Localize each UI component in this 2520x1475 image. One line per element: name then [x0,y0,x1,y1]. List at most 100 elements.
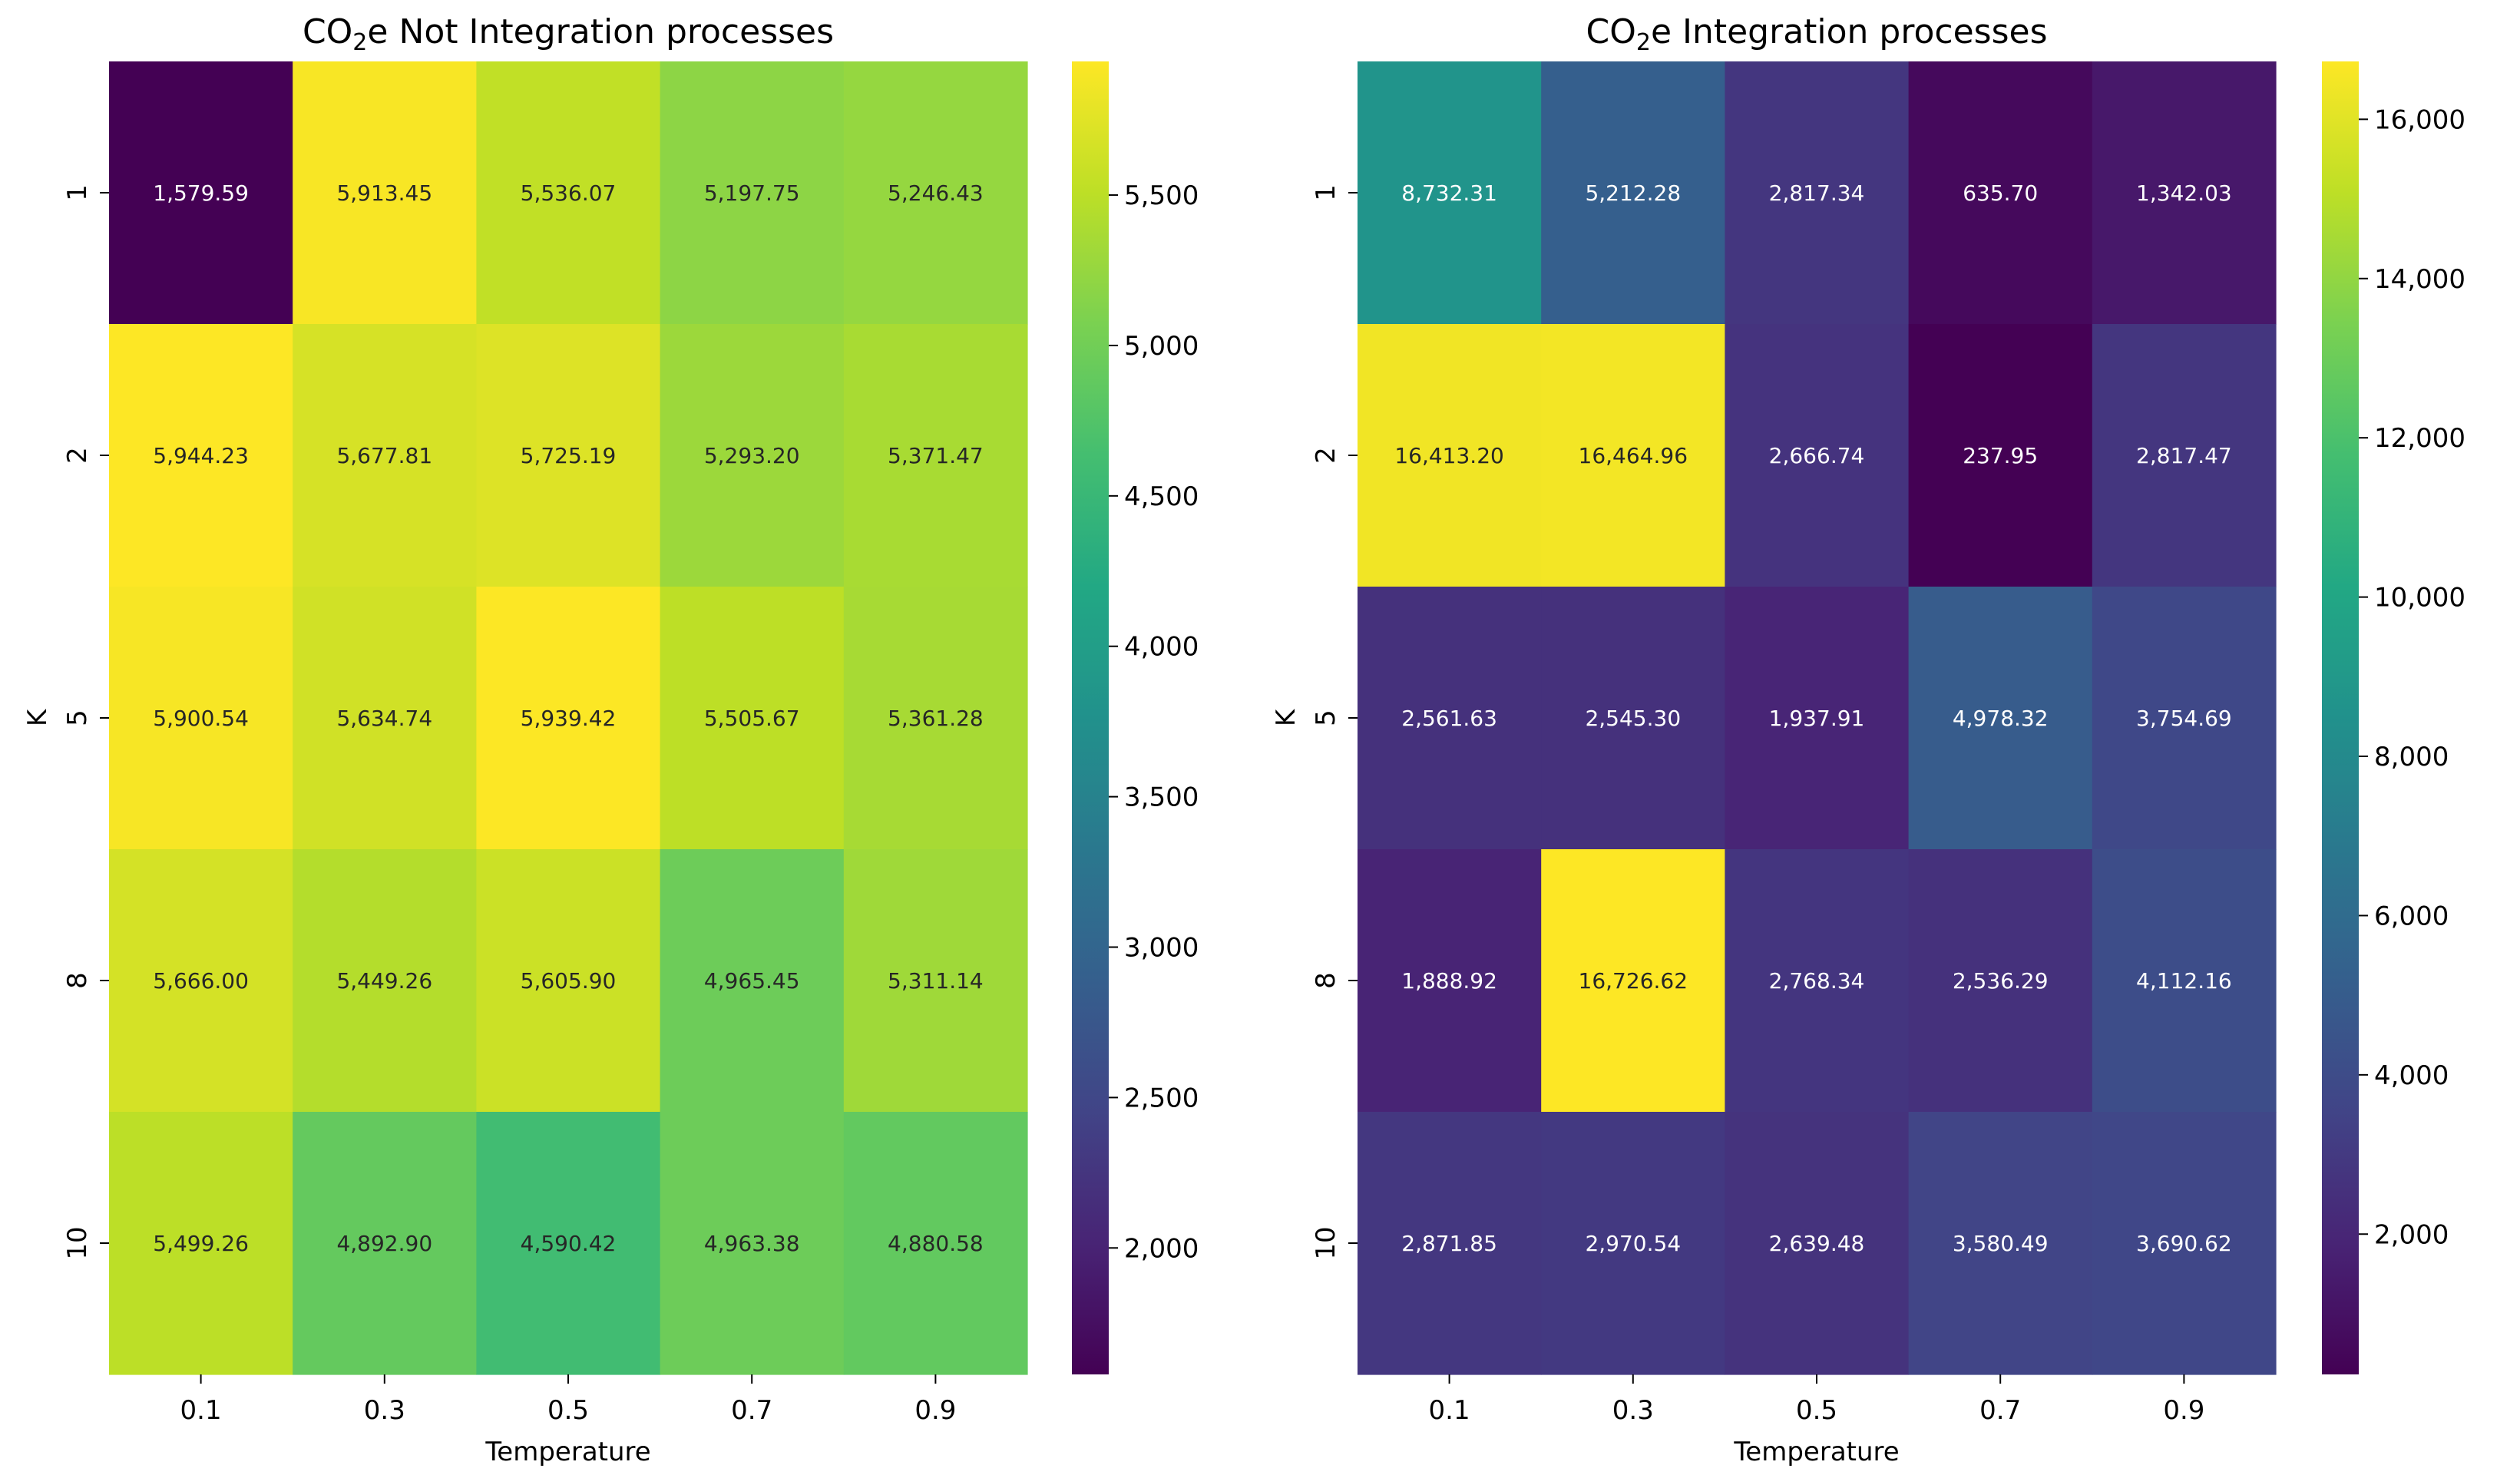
heatmap-cell [1358,1112,1542,1375]
heatmap-cell [293,324,477,587]
heatmap-cell [660,587,845,850]
colorbar-tick-label: 2,500 [1124,1083,1199,1113]
y-tick-label: 8 [1311,972,1341,989]
cell-value-label: 16,413.20 [1394,443,1504,468]
cell-value-label: 5,311.14 [888,968,984,994]
y-axis-label: K [22,708,53,726]
heatmap-cell [109,61,293,325]
colorbar-tick-label: 2,000 [1124,1233,1199,1264]
heatmap-cell [2092,587,2277,850]
cell-value-label: 3,690.62 [2136,1231,2232,1256]
cell-value-label: 5,944.23 [153,443,249,468]
colorbar [1072,61,1109,1374]
cell-value-label: 4,590.42 [521,1231,617,1256]
cell-value-label: 4,892.90 [336,1231,432,1256]
cell-value-label: 3,754.69 [2136,706,2232,731]
heatmap-cell [843,1112,1028,1375]
cell-value-label: 237.95 [1963,443,2038,468]
heatmap-cell [109,587,293,850]
heatmap-cell [1541,849,1725,1113]
cell-value-label: 5,361.28 [888,706,984,731]
cell-value-label: 5,293.20 [704,443,800,468]
heatmap-cell [843,849,1028,1113]
cell-value-label: 5,939.42 [521,706,617,731]
x-tick-label: 0.3 [1612,1395,1654,1426]
colorbar [2322,61,2359,1374]
cell-value-label: 1,888.92 [1401,968,1497,994]
heatmap-cell [1725,849,1910,1113]
y-tick-label: 10 [1311,1226,1341,1259]
cell-value-label: 2,871.85 [1401,1231,1497,1256]
heatmap-cell [843,587,1028,850]
x-tick-label: 0.1 [180,1395,222,1426]
y-tick-label: 10 [62,1226,93,1259]
y-tick-label: 1 [62,184,93,201]
x-tick-label: 0.7 [1979,1395,2021,1426]
x-tick-label: 0.9 [2163,1395,2204,1426]
heatmap-cell [476,61,661,325]
cell-value-label: 1,342.03 [2136,180,2232,206]
cell-value-label: 2,561.63 [1401,706,1497,731]
cell-value-label: 5,605.90 [521,968,617,994]
heatmap-cell [1358,849,1542,1113]
heatmap-cell [2092,1112,2277,1375]
cell-value-label: 4,963.38 [704,1231,800,1256]
y-tick-label: 2 [62,447,93,464]
heatmap-cell [109,1112,293,1375]
heatmap-cell [476,1112,661,1375]
cell-value-label: 16,726.62 [1579,968,1688,994]
cell-value-label: 2,768.34 [1769,968,1865,994]
heatmap-cell [843,324,1028,587]
y-tick-label: 1 [1311,184,1341,201]
heatmap-cell [1358,61,1542,325]
cell-value-label: 5,634.74 [336,706,432,731]
cell-value-label: 16,464.96 [1579,443,1688,468]
chart-title-part: CO [303,12,352,51]
heatmap-cell [476,849,661,1113]
heatmap-cell [293,61,477,325]
cell-value-label: 5,913.45 [336,180,432,206]
heatmap-cell [1908,849,2093,1113]
heatmap-cell [1358,587,1542,850]
x-tick-label: 0.3 [364,1395,405,1426]
chart-title-part: 2 [352,29,367,56]
heatmap-cell [1725,324,1910,587]
cell-value-label: 2,639.48 [1769,1231,1865,1256]
heatmap-cell [660,1112,845,1375]
x-tick-label: 0.5 [547,1395,589,1426]
heatmap-cell [2092,849,2277,1113]
cell-value-label: 5,677.81 [336,443,432,468]
chart-title: CO2e Not Integration processes [303,12,834,56]
cell-value-label: 5,246.43 [888,180,984,206]
colorbar-tick-label: 8,000 [2374,742,2449,772]
chart-title-part: e Not Integration processes [367,12,834,51]
heatmap-cell [843,61,1028,325]
y-tick-label: 5 [1311,709,1341,726]
y-tick-label: 8 [62,972,93,989]
y-tick-label: 2 [1311,447,1341,464]
colorbar-tick-label: 2,000 [2374,1219,2449,1250]
x-tick-label: 0.9 [914,1395,956,1426]
cell-value-label: 3,580.49 [1953,1231,2049,1256]
heatmap-cell [1908,587,2093,850]
heatmap-cell [1908,324,2093,587]
cell-value-label: 4,880.58 [888,1231,984,1256]
cell-value-label: 5,371.47 [888,443,984,468]
cell-value-label: 5,536.07 [521,180,617,206]
heatmap-cell [476,587,661,850]
x-tick-label: 0.1 [1429,1395,1470,1426]
x-tick-label: 0.5 [1796,1395,1837,1426]
cell-value-label: 2,666.74 [1769,443,1865,468]
x-axis-label: Temperature [484,1437,650,1467]
cell-value-label: 4,112.16 [2136,968,2232,994]
chart-title-part: CO [1586,12,1635,51]
heatmap-cell [109,849,293,1113]
cell-value-label: 8,732.31 [1401,180,1497,206]
heatmap-cell [1725,1112,1910,1375]
colorbar-tick-label: 6,000 [2374,901,2449,931]
chart-title: CO2e Integration processes [1586,12,2047,56]
chart-title-part: 2 [1636,29,1651,56]
